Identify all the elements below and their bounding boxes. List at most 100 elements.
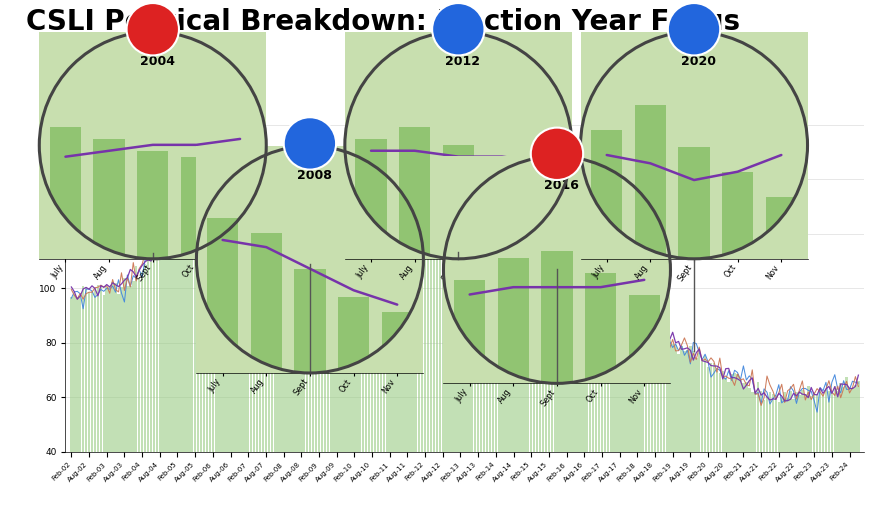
Bar: [686, 350, 689, 519]
Bar: [244, 199, 246, 519]
Bar: [149, 253, 152, 519]
Bar: [285, 251, 288, 519]
Bar: [312, 263, 314, 519]
Bar: [76, 297, 79, 519]
Bar: [795, 392, 798, 519]
Bar: [126, 286, 128, 519]
Bar: [397, 226, 400, 519]
Bar: [247, 197, 250, 519]
Bar: [232, 184, 235, 519]
Text: 2012: 2012: [445, 54, 480, 67]
Bar: [320, 261, 323, 519]
Text: 2008: 2008: [297, 169, 332, 182]
Bar: [562, 264, 565, 519]
Bar: [648, 327, 650, 519]
Bar: [459, 239, 462, 519]
Bar: [108, 287, 111, 519]
Bar: [164, 240, 167, 519]
Bar: [591, 130, 622, 519]
Bar: [751, 392, 753, 519]
Text: CSLI Political Breakdown: Election Year Focus: CSLI Political Breakdown: Election Year …: [26, 8, 740, 36]
Bar: [318, 264, 320, 519]
Bar: [757, 382, 760, 519]
Bar: [327, 266, 329, 519]
Bar: [774, 395, 777, 519]
Bar: [547, 272, 550, 519]
Bar: [793, 399, 794, 519]
Bar: [155, 240, 158, 519]
Bar: [692, 351, 695, 519]
Bar: [787, 398, 789, 519]
Bar: [203, 166, 205, 519]
Bar: [678, 147, 710, 519]
Bar: [226, 168, 229, 519]
Bar: [427, 239, 430, 519]
Bar: [415, 231, 417, 519]
Bar: [580, 283, 582, 519]
Bar: [294, 264, 297, 519]
Bar: [262, 225, 265, 519]
Bar: [388, 239, 391, 519]
Bar: [359, 260, 361, 519]
Bar: [454, 280, 485, 519]
Bar: [780, 397, 783, 519]
Bar: [423, 242, 426, 519]
Bar: [568, 269, 571, 519]
Bar: [845, 377, 848, 519]
Bar: [504, 257, 506, 519]
Bar: [185, 195, 188, 519]
Bar: [849, 389, 851, 519]
Bar: [117, 294, 120, 519]
Bar: [772, 394, 774, 519]
Bar: [607, 301, 609, 519]
Bar: [347, 273, 350, 519]
Bar: [391, 227, 394, 519]
Bar: [500, 257, 503, 519]
Bar: [207, 218, 238, 519]
Bar: [622, 308, 624, 519]
Bar: [495, 254, 497, 519]
Bar: [592, 291, 595, 519]
Bar: [306, 264, 308, 519]
Bar: [842, 387, 845, 519]
Bar: [716, 371, 718, 519]
Bar: [854, 385, 856, 519]
Bar: [707, 367, 709, 519]
Bar: [804, 394, 807, 519]
Bar: [684, 350, 685, 519]
Bar: [660, 326, 662, 519]
Bar: [144, 264, 147, 519]
Bar: [533, 257, 535, 519]
Bar: [170, 224, 173, 519]
Bar: [138, 279, 141, 519]
Bar: [345, 32, 572, 259]
Bar: [674, 345, 677, 519]
Bar: [141, 272, 143, 519]
Bar: [333, 267, 335, 519]
Bar: [362, 259, 364, 519]
Bar: [680, 346, 683, 519]
Bar: [515, 256, 518, 519]
Bar: [132, 281, 134, 519]
Bar: [224, 169, 256, 519]
Bar: [197, 181, 199, 519]
Bar: [137, 151, 168, 519]
Bar: [748, 388, 751, 519]
Bar: [545, 264, 547, 519]
Bar: [585, 272, 616, 519]
Bar: [519, 261, 520, 519]
Bar: [586, 285, 588, 519]
Bar: [624, 309, 627, 519]
Bar: [406, 231, 409, 519]
Bar: [589, 289, 591, 519]
Bar: [79, 296, 81, 519]
Bar: [630, 314, 633, 519]
Bar: [371, 252, 374, 519]
Bar: [810, 396, 813, 519]
Bar: [230, 171, 232, 519]
Bar: [399, 127, 430, 519]
Bar: [253, 209, 256, 519]
Bar: [524, 258, 526, 519]
Bar: [73, 294, 76, 519]
Bar: [677, 354, 680, 519]
